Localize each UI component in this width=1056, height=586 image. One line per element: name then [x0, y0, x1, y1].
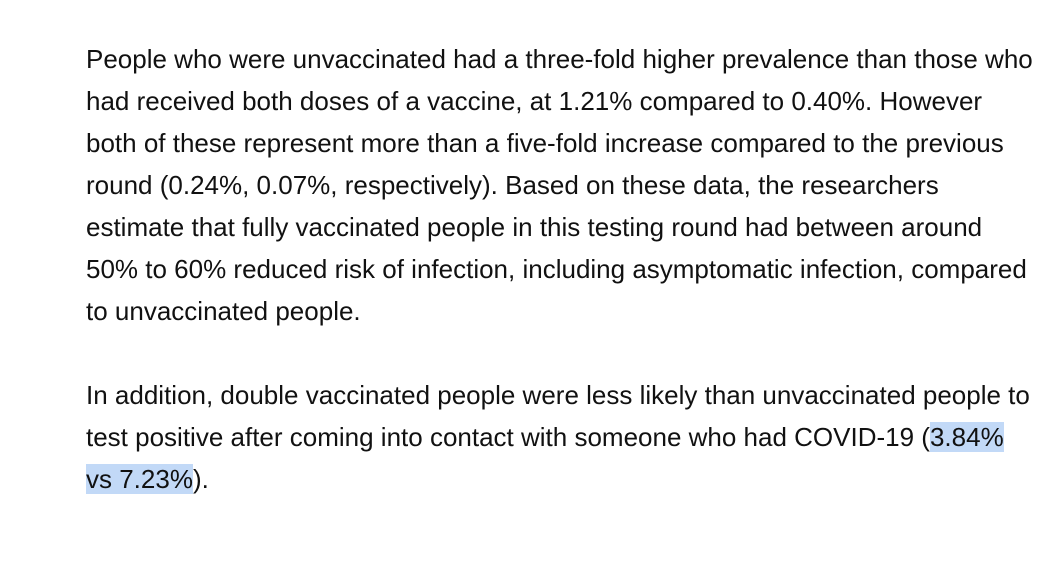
paragraph-prevalence-text: People who were unvaccinated had a three… — [86, 44, 1033, 326]
paragraph-prevalence: People who were unvaccinated had a three… — [86, 38, 1036, 332]
paragraph-contact: In addition, double vaccinated people we… — [86, 374, 1036, 500]
article-body: People who were unvaccinated had a three… — [86, 38, 1036, 500]
paragraph-contact-text: In addition, double vaccinated people we… — [86, 380, 1030, 452]
paragraph-contact-end: ). — [192, 464, 209, 494]
